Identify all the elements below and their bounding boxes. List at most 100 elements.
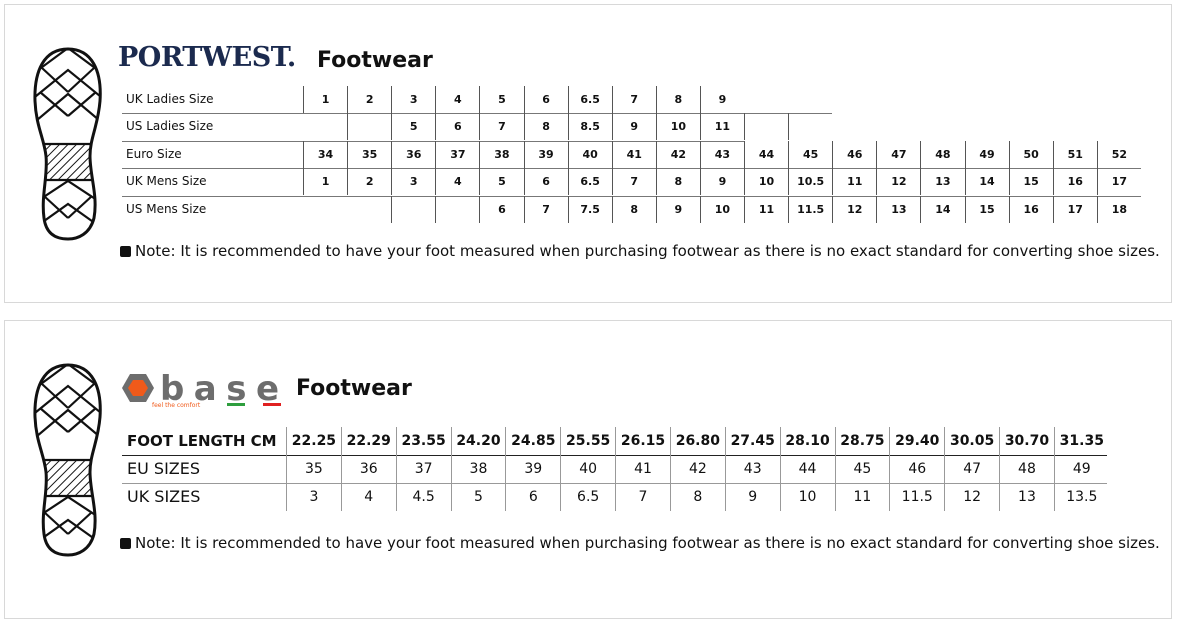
note-text: Note: It is recommended to have your foo… [135,534,1160,552]
size-cell: 23.55 [395,427,451,455]
size-cell: 30.70 [999,427,1054,455]
size-cell: 7 [479,113,523,141]
size-cell: 8 [655,168,700,196]
size-cell: 48 [920,140,964,168]
size-cell: 8 [669,483,725,511]
size-cell: 8 [611,195,656,223]
size-cell: 42 [669,455,725,483]
size-cell: 11.5 [788,195,832,223]
size-cell [303,113,347,140]
row-divider [122,140,744,142]
size-cell: 2 [347,86,391,113]
size-cell: 41 [615,455,670,483]
size-cell: 7 [611,168,656,196]
portwest-title: Footwear [317,48,433,73]
base-title: Footwear [296,376,412,401]
size-cell: 10 [744,168,788,196]
row-label: UK Ladies Size [126,92,214,106]
size-cell: 38 [450,455,506,483]
size-cell: 10 [699,195,744,223]
size-cell: 17 [1052,195,1097,223]
size-cell: 26.15 [615,427,670,455]
size-cell: 35 [347,140,391,168]
size-cell: 39 [523,140,568,168]
row-label: UK SIZES [127,487,201,506]
checkbox-icon [120,538,131,549]
size-cell: 11 [832,168,876,196]
size-cell: 14 [964,168,1009,196]
svg-text:base: base [160,372,282,408]
size-cell: 16 [1008,195,1053,223]
size-cell: 40 [560,455,615,483]
size-cell: 12 [832,195,876,223]
size-cell: 24.20 [450,427,506,455]
note-text: Note: It is recommended to have your foo… [135,242,1160,260]
size-cell: 46 [889,455,944,483]
size-cell: 11 [834,483,890,511]
size-cell: 42 [655,140,700,168]
size-cell: 3 [286,483,341,511]
shoe-sole-icon [33,363,102,557]
size-cell: 37 [395,455,451,483]
base-size-chart [4,320,1172,619]
size-cell: 22.25 [286,427,341,455]
size-cell: 36 [391,140,435,168]
size-cell: 6 [435,113,479,141]
size-cell: 1 [303,168,347,196]
size-cell: 28.10 [779,427,835,455]
size-cell: 40 [567,140,612,168]
size-cell: 10 [779,483,835,511]
size-cell: 51 [1052,140,1097,168]
size-cell: 9 [655,195,700,223]
size-cell: 45 [834,455,890,483]
size-cell [788,113,832,141]
size-cell [347,113,391,141]
size-cell: 11.5 [889,483,944,511]
row-label: UK Mens Size [126,174,207,189]
size-cell: 13 [876,195,920,223]
size-cell: 5 [450,483,506,511]
size-cell: 22.29 [340,427,396,455]
row-label: US Mens Size [126,201,207,216]
portwest-size-chart [4,4,1172,303]
size-cell: 7 [615,483,670,511]
size-cell: 39 [505,455,560,483]
size-cell: 9 [724,483,780,511]
size-cell: 47 [944,455,999,483]
size-cell [347,196,391,223]
row-label: Euro Size [126,146,182,161]
svg-text:feel the comfort: feel the comfort [152,402,201,408]
size-cell: 12 [944,483,999,511]
size-cell: 34 [303,140,347,168]
size-cell: 47 [876,140,920,168]
size-cell: 8 [655,86,700,113]
size-cell: 7.5 [567,195,612,223]
size-cell: 12 [876,168,920,196]
row-label: FOOT LENGTH CM [127,432,277,450]
size-cell [391,195,435,223]
size-cell: 7 [611,86,656,113]
size-cell: 50 [1008,140,1053,168]
row-divider [122,195,1141,197]
size-cell: 6.5 [560,483,615,511]
size-cell: 29.40 [889,427,944,455]
row-label: US Ladies Size [126,119,214,134]
size-cell: 26.80 [669,427,725,455]
size-cell: 6.5 [567,168,612,196]
size-cell: 13 [999,483,1054,511]
size-cell: 17 [1096,168,1141,196]
checkbox-icon [120,246,131,257]
size-cell: 25.55 [560,427,615,455]
size-cell: 6 [523,86,568,113]
portwest-logo: PORTWEST. [118,42,296,73]
size-cell: 10.5 [788,168,832,196]
size-cell: 9 [699,86,744,113]
size-cell: 49 [964,140,1009,168]
base-logo: base feel the comfort [120,369,285,412]
size-cell: 49 [1053,455,1109,483]
size-cell: 4.5 [395,483,451,511]
size-cell: 3 [391,168,435,196]
size-cell: 46 [832,140,876,168]
size-cell: 1 [303,86,347,113]
size-cell: 44 [744,140,788,168]
